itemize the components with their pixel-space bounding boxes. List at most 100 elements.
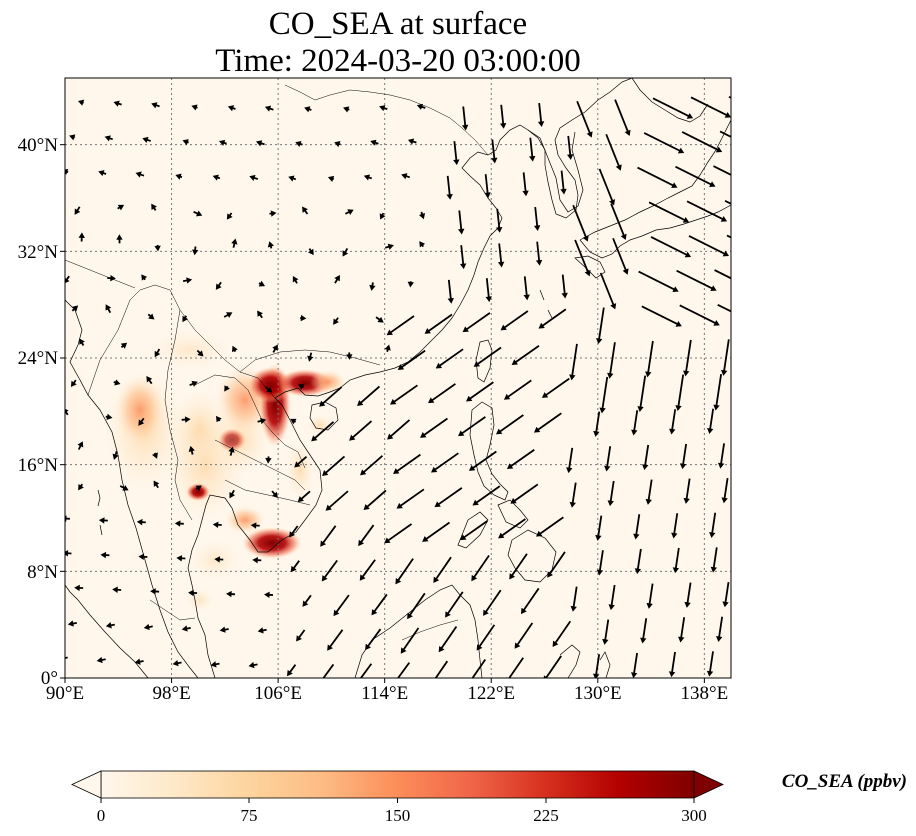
wind-arrow <box>151 452 158 459</box>
wind-arrow <box>595 515 603 541</box>
wind-arrow-head <box>252 556 258 564</box>
wind-arrow-head <box>570 605 577 612</box>
wind-arrow-head <box>231 345 238 353</box>
wind-arrow <box>334 141 341 148</box>
wind-arrow <box>650 236 692 258</box>
wind-arrow-shaft <box>447 279 452 301</box>
wind-arrow <box>593 411 601 437</box>
wind-arrow <box>379 105 388 112</box>
wind-arrow-shaft <box>426 313 453 333</box>
wind-arrow-shaft <box>636 548 642 572</box>
wind-arrow-shaft <box>396 558 414 583</box>
wind-arrow <box>320 525 337 547</box>
wind-arrow-shaft <box>715 373 723 408</box>
wind-arrow-shaft <box>567 135 572 157</box>
wind-arrow-shaft <box>612 237 628 273</box>
wind-arrow <box>393 453 421 474</box>
wind-arrow <box>422 521 451 542</box>
wind-arrow-shaft <box>711 512 717 536</box>
wind-arrow-head <box>257 627 264 634</box>
wind-arrow-head <box>511 359 518 366</box>
wind-arrow-shaft <box>675 165 714 187</box>
wind-arrow-head <box>327 644 333 651</box>
wind-arrow <box>369 282 376 291</box>
wind-arrow-head <box>713 404 720 411</box>
wind-arrow-shaft <box>359 524 375 545</box>
wind-arrow-head <box>763 111 769 117</box>
wind-arrow-head <box>630 672 638 678</box>
wind-arrow <box>327 629 344 651</box>
wind-arrow-head <box>257 310 263 317</box>
wind-arrow-shaft <box>598 168 614 203</box>
wind-arrow-shaft <box>650 236 689 257</box>
wind-arrow-head <box>759 215 765 221</box>
wind-arrow-head <box>78 99 85 106</box>
wind-arrow-shaft <box>724 581 730 605</box>
wind-arrow-shaft <box>677 374 685 409</box>
wind-arrow <box>138 417 145 426</box>
wind-arrow <box>78 99 85 106</box>
wind-arrow-head <box>195 210 203 217</box>
wind-arrow <box>215 415 222 423</box>
wind-arrow-shaft <box>391 384 418 404</box>
wind-arrow <box>420 417 448 438</box>
wind-arrow-shaft <box>508 657 524 678</box>
co-concentration-field <box>105 330 346 612</box>
wind-arrow-head <box>191 380 198 387</box>
wind-arrow <box>371 593 388 616</box>
wind-arrow <box>401 173 411 180</box>
wind-arrow-head <box>120 342 128 349</box>
wind-arrow-head <box>98 517 105 524</box>
wind-arrow <box>633 514 641 540</box>
wind-arrow <box>471 554 490 582</box>
wind-arrow-shaft <box>708 651 714 674</box>
wind-arrow <box>249 174 259 181</box>
lon-tick-label: 98°E <box>152 683 190 704</box>
wind-arrow-shaft <box>719 443 725 466</box>
wind-arrow-head <box>633 533 640 540</box>
wind-arrow <box>358 524 375 547</box>
wind-arrow-head <box>447 297 454 304</box>
wind-arrow-head <box>370 139 377 146</box>
wind-arrow <box>215 281 222 290</box>
wind-arrow-head <box>446 193 453 200</box>
wind-arrow-head <box>510 497 517 504</box>
wind-arrow-head <box>536 530 543 537</box>
wind-arrow <box>690 96 731 118</box>
wind-arrow-shaft <box>388 419 411 439</box>
wind-arrow-head <box>566 467 573 474</box>
wind-arrow <box>191 104 198 111</box>
wind-arrow <box>333 317 339 325</box>
wind-arrow <box>645 479 653 505</box>
wind-arrow <box>500 310 529 331</box>
wind-arrow-shaft <box>365 489 387 509</box>
map-title: CO_SEA at surface <box>269 6 527 42</box>
wind-arrow <box>614 99 631 137</box>
wind-arrow-head <box>420 432 427 438</box>
wind-arrow <box>438 626 458 653</box>
wind-arrow-head <box>497 261 505 268</box>
wind-arrow-head <box>535 259 543 266</box>
wind-arrow-head <box>322 470 329 477</box>
wind-arrow-head <box>709 532 716 538</box>
wind-arrow <box>70 379 77 388</box>
wind-arrow-head <box>138 553 145 560</box>
wind-arrow-head <box>377 316 384 323</box>
wind-arrow-head <box>761 250 767 256</box>
wind-arrow-head <box>717 462 725 469</box>
wind-arrow <box>379 212 386 220</box>
wind-arrow-head <box>304 106 311 113</box>
wind-arrow-head <box>113 100 120 107</box>
wind-arrow-shaft <box>632 652 638 676</box>
wind-arrow-head <box>151 452 158 459</box>
wind-arrow-shaft <box>686 200 725 221</box>
wind-arrow-shaft <box>366 628 382 649</box>
wind-arrow-shaft <box>323 455 346 475</box>
wind-arrow <box>359 559 376 581</box>
wind-arrow-shaft <box>652 97 691 118</box>
wind-arrow <box>119 484 129 491</box>
wind-arrow-head <box>215 415 222 423</box>
wind-arrow-head <box>547 571 553 578</box>
wind-arrow-shaft <box>429 383 456 403</box>
wind-arrow-shaft <box>508 448 535 469</box>
